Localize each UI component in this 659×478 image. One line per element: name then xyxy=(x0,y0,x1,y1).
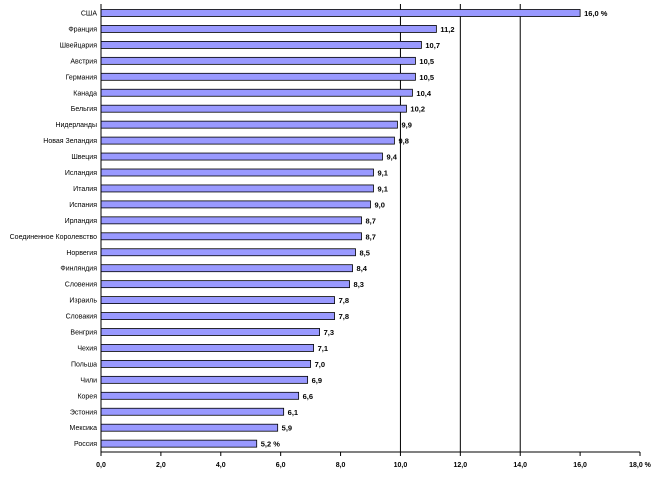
value-label-8: 9,8 xyxy=(398,137,408,146)
bar-1 xyxy=(100,25,437,33)
bar-18 xyxy=(100,296,335,305)
value-label-4: 10,5 xyxy=(419,73,434,82)
value-label-27: 5,2 % xyxy=(261,440,281,449)
x-tick-label-4: 8,0 xyxy=(336,462,346,469)
value-label-14: 8,7 xyxy=(366,232,376,241)
category-label-11: Италия xyxy=(73,186,97,193)
bar-0 xyxy=(100,9,581,17)
category-label-16: Финляндия xyxy=(60,266,97,273)
x-tick-label-5: 10,0 xyxy=(394,462,408,469)
category-label-5: Канада xyxy=(73,90,97,97)
category-label-13: Ирландия xyxy=(65,218,98,225)
category-label-26: Мексика xyxy=(70,425,98,432)
category-label-27: Россия xyxy=(74,441,97,448)
value-label-17: 8,3 xyxy=(354,280,364,289)
bar-9 xyxy=(100,152,383,161)
bar-7 xyxy=(100,120,398,129)
category-label-4: Германия xyxy=(66,74,98,81)
bar-14 xyxy=(100,232,362,241)
category-label-21: Чехия xyxy=(77,345,97,352)
bar-27 xyxy=(100,439,258,448)
category-label-2: Швейцария xyxy=(60,41,98,49)
value-label-9: 9,4 xyxy=(386,153,397,162)
category-label-12: Испания xyxy=(69,202,97,209)
bar-6 xyxy=(100,104,407,113)
value-label-7: 9,9 xyxy=(401,121,411,130)
value-label-2: 10,7 xyxy=(425,41,440,50)
value-label-15: 8,5 xyxy=(360,248,370,257)
value-label-5: 10,4 xyxy=(416,89,431,98)
value-label-21: 7,1 xyxy=(318,344,328,353)
category-label-20: Венгрия xyxy=(70,330,97,337)
value-label-22: 7,0 xyxy=(315,360,325,369)
x-tick-label-7: 14,0 xyxy=(513,462,527,469)
bar-5 xyxy=(100,88,413,97)
bar-25 xyxy=(100,407,285,416)
bar-22 xyxy=(100,359,312,368)
bar-8 xyxy=(100,136,395,145)
value-label-18: 7,8 xyxy=(339,296,349,305)
x-tick-label-2: 4,0 xyxy=(216,462,226,469)
bar-26 xyxy=(100,423,279,432)
bar-21 xyxy=(100,344,315,352)
x-tick-label-0: 0,0 xyxy=(96,462,106,469)
category-label-3: Австрия xyxy=(70,58,97,65)
bar-17 xyxy=(100,280,350,289)
value-label-10: 9,1 xyxy=(377,169,387,178)
value-label-24: 6,6 xyxy=(303,392,313,401)
x-tick-label-6: 12,0 xyxy=(454,462,468,469)
value-label-26: 5,9 xyxy=(282,424,292,433)
category-label-1: Франция xyxy=(68,26,97,33)
bar-11 xyxy=(100,184,374,193)
value-label-19: 7,8 xyxy=(339,312,349,321)
category-label-25: Эстония xyxy=(70,409,97,416)
value-label-3: 10,5 xyxy=(419,57,434,66)
category-label-18: Израиль xyxy=(69,298,97,305)
x-tick-label-9: 18,0 % xyxy=(629,462,652,469)
x-tick-label-1: 2,0 xyxy=(156,462,166,469)
category-label-19: Словакия xyxy=(66,314,98,321)
value-label-23: 6,9 xyxy=(312,376,322,385)
bar-24 xyxy=(100,391,300,400)
bar-15 xyxy=(100,248,356,257)
bar-10 xyxy=(100,168,374,177)
bar-2 xyxy=(100,41,422,49)
value-label-12: 9,0 xyxy=(375,200,385,209)
bar-4 xyxy=(100,72,416,81)
value-label-0: 16,0 % xyxy=(584,9,608,18)
bar-13 xyxy=(100,216,362,225)
category-label-6: Бельгия xyxy=(71,106,97,113)
category-label-22: Польша xyxy=(71,361,97,368)
value-label-25: 6,1 xyxy=(288,408,298,417)
bar-20 xyxy=(100,328,320,336)
bar-12 xyxy=(100,200,371,209)
category-label-10: Исландия xyxy=(65,170,97,177)
bar-23 xyxy=(100,375,309,384)
category-label-14: Соединенное Королевство xyxy=(10,234,97,241)
value-label-6: 10,2 xyxy=(410,105,425,114)
category-label-9: Швеция xyxy=(71,154,97,161)
bar-16 xyxy=(100,264,353,273)
category-label-24: Корея xyxy=(77,393,97,400)
x-tick-label-3: 6,0 xyxy=(276,462,286,469)
category-label-23: Чили xyxy=(80,377,97,384)
value-label-16: 8,4 xyxy=(357,264,368,273)
category-label-7: Нидерланды xyxy=(55,122,97,129)
category-label-17: Словения xyxy=(65,282,97,289)
bar-3 xyxy=(100,56,416,65)
value-label-20: 7,3 xyxy=(324,328,334,337)
value-label-13: 8,7 xyxy=(366,216,376,225)
value-label-11: 9,1 xyxy=(377,184,387,193)
category-label-0: США xyxy=(81,11,97,18)
category-label-8: Новая Зеландия xyxy=(43,138,97,145)
value-label-1: 11,2 xyxy=(440,25,454,34)
category-label-15: Норвегия xyxy=(66,250,97,257)
bar-19 xyxy=(100,312,335,320)
x-tick-label-8: 16,0 xyxy=(573,462,587,469)
